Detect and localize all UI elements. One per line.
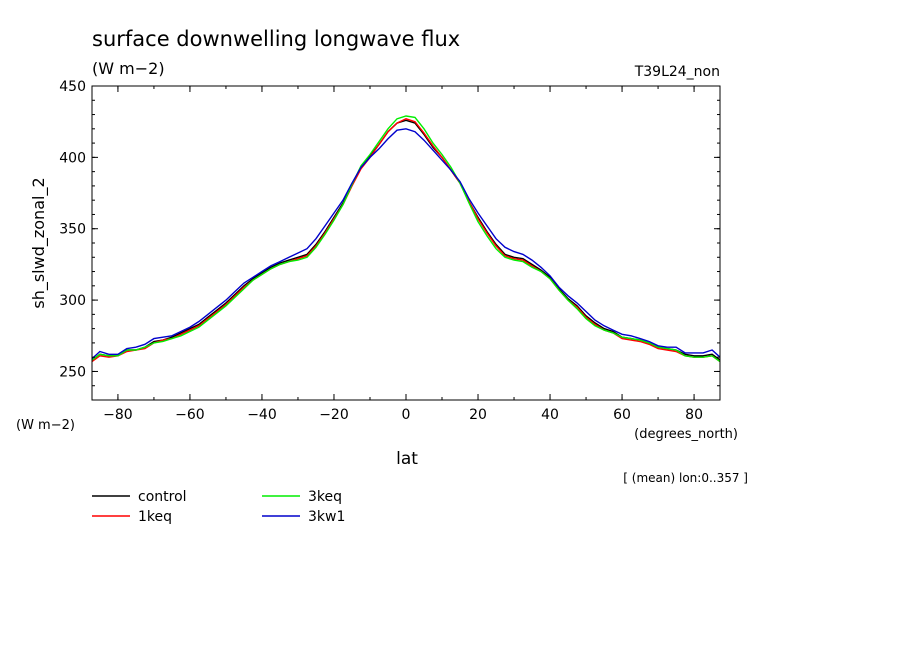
legend-item-1keq: 1keq <box>92 509 172 525</box>
y-tick-label: 400 <box>59 150 86 166</box>
x-tick-label: 60 <box>613 407 631 423</box>
x-tick-label: −60 <box>175 407 205 423</box>
plot-frame <box>91 85 721 401</box>
averaging-note: [ (mean) lon:0..357 ] <box>623 471 748 485</box>
run-label: T39L24_non <box>634 64 720 80</box>
x-axis-label: lat <box>396 449 418 469</box>
y-tick-label: 300 <box>59 293 86 309</box>
series-line-1keq <box>91 118 721 363</box>
x-axis-units: (degrees_north) <box>634 427 738 442</box>
series-line-control <box>91 119 721 361</box>
series-lines <box>91 115 721 363</box>
y-tick-label: 250 <box>59 364 86 380</box>
x-tick-label: 40 <box>541 407 559 423</box>
x-tick-label: −20 <box>319 407 349 423</box>
y-axis-label: sh_slwd_zonal_2 <box>29 177 49 308</box>
legend-label: 3keq <box>308 489 342 505</box>
x-tick-label: 20 <box>469 407 487 423</box>
y-axis-units: (W m−2) <box>16 418 75 433</box>
y-tick-label: 450 <box>59 79 86 95</box>
y-tick-labels: 250 300 350 400 450 <box>59 79 86 380</box>
x-tick-label: −40 <box>247 407 277 423</box>
legend-label: 1keq <box>138 509 172 525</box>
chart-subtitle: (W m−2) <box>92 59 165 78</box>
x-tick-labels: −80 −60 −40 −20 0 20 40 60 80 <box>103 407 703 423</box>
x-tick-label: 0 <box>402 407 411 423</box>
legend-item-3kw1: 3kw1 <box>262 509 345 525</box>
chart-title: surface downwelling longwave flux <box>92 27 460 51</box>
y-tick-label: 350 <box>59 222 86 238</box>
axis-ticks <box>92 85 720 400</box>
legend-label: control <box>138 489 187 505</box>
series-line-3keq <box>91 115 721 363</box>
x-tick-label: −80 <box>103 407 133 423</box>
series-line-3kw1 <box>91 128 721 360</box>
x-tick-label: 80 <box>685 407 703 423</box>
legend-label: 3kw1 <box>308 509 345 525</box>
legend-item-control: control <box>92 489 187 505</box>
legend: control 1keq 3keq 3kw1 <box>92 489 345 525</box>
legend-item-3keq: 3keq <box>262 489 342 505</box>
